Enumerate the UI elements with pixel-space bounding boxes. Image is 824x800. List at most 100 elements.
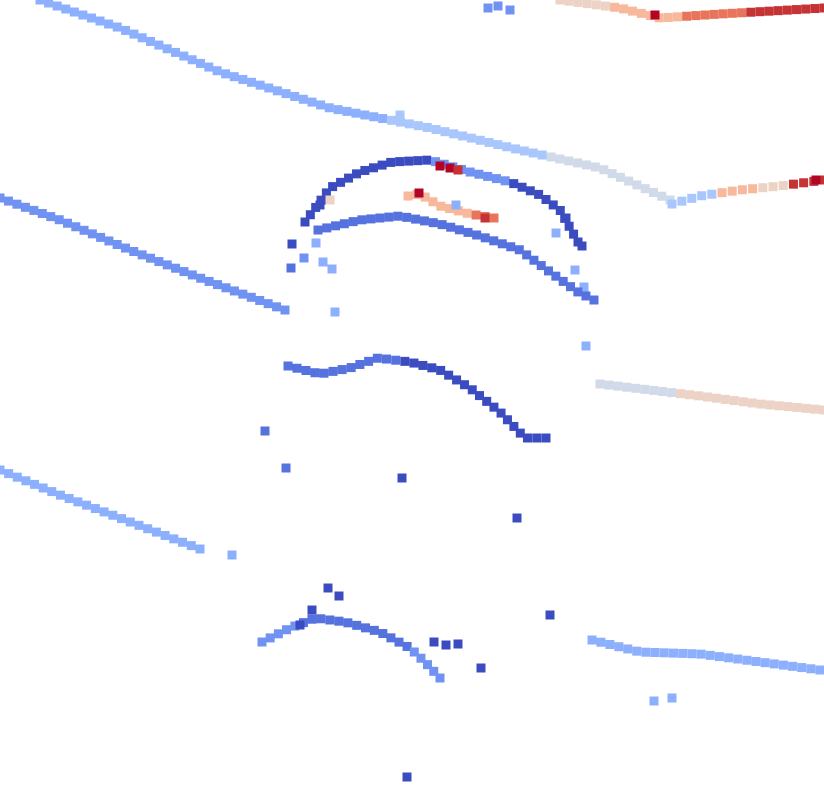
point-marker (360, 165, 370, 175)
point-marker (555, 154, 565, 164)
point-marker (819, 3, 824, 13)
point-marker (121, 25, 131, 35)
point-marker (727, 186, 737, 196)
point-marker (369, 112, 379, 122)
point-marker (334, 616, 344, 626)
point-marker (323, 583, 333, 593)
point-marker (482, 396, 492, 406)
point-marker (788, 179, 798, 189)
point-marker (108, 510, 118, 520)
point-marker (515, 428, 525, 438)
point-marker (29, 205, 39, 215)
point-marker (502, 415, 512, 425)
point-marker (514, 245, 524, 255)
point-marker (82, 500, 92, 510)
point-marker (696, 649, 706, 659)
point-marker (0, 193, 5, 203)
point-marker (0, 465, 5, 475)
point-marker (4, 469, 14, 479)
point-marker (334, 591, 344, 601)
point-marker (38, 483, 48, 493)
point-marker (316, 614, 326, 624)
point-marker (246, 292, 256, 302)
point-marker (429, 666, 439, 676)
point-marker (112, 22, 122, 32)
point-marker (301, 365, 311, 375)
point-marker (238, 289, 248, 299)
point-marker (472, 230, 482, 240)
point-marker (357, 215, 367, 225)
point-marker (96, 232, 106, 242)
point-marker (581, 341, 591, 351)
point-marker (321, 188, 331, 198)
point-marker (404, 119, 414, 129)
point-marker (331, 221, 341, 231)
point-marker (768, 182, 778, 192)
point-marker (529, 255, 539, 265)
point-marker (322, 223, 332, 233)
point-marker (195, 544, 205, 554)
point-marker (299, 253, 309, 263)
point-marker (427, 363, 437, 373)
point-marker (3, 196, 13, 206)
point-marker (416, 653, 426, 663)
point-marker (272, 86, 282, 96)
point-marker (663, 12, 673, 22)
point-marker (351, 108, 361, 118)
point-marker (154, 257, 164, 267)
point-marker (610, 2, 620, 12)
point-marker (12, 472, 22, 482)
point-marker (395, 110, 405, 120)
point-marker (162, 260, 172, 270)
point-marker (687, 193, 697, 203)
point-marker (815, 665, 824, 675)
point-marker (496, 408, 506, 418)
point-marker (368, 163, 378, 173)
point-marker (212, 66, 222, 76)
point-marker (607, 169, 617, 179)
point-marker (737, 8, 747, 18)
point-marker (590, 162, 600, 172)
point-marker (649, 385, 659, 395)
point-marker (445, 204, 455, 214)
point-marker (286, 263, 296, 273)
point-marker (64, 494, 74, 504)
point-marker (324, 103, 334, 113)
point-marker (229, 72, 239, 82)
point-marker (760, 658, 770, 668)
point-marker (310, 368, 320, 378)
point-marker (316, 100, 326, 110)
point-marker (343, 618, 353, 628)
point-marker (581, 291, 591, 301)
point-marker (352, 620, 362, 630)
point-marker (300, 217, 310, 227)
point-marker (453, 165, 463, 175)
point-marker (746, 7, 756, 17)
point-marker (555, 0, 565, 5)
point-marker (35, 0, 45, 5)
point-marker (748, 184, 758, 194)
point-marker (778, 181, 788, 191)
point-marker (386, 157, 396, 167)
point-marker (413, 156, 423, 166)
point-marker (517, 182, 527, 192)
point-marker (669, 648, 679, 658)
point-marker (640, 384, 650, 394)
point-marker (738, 397, 748, 407)
point-marker (414, 188, 424, 198)
point-marker (255, 295, 265, 305)
point-marker (614, 642, 624, 652)
point-marker (605, 639, 615, 649)
point-marker (400, 356, 410, 366)
point-marker (440, 127, 450, 137)
point-marker (705, 650, 715, 660)
point-marker (435, 161, 445, 171)
point-marker (99, 507, 109, 517)
point-marker (810, 4, 820, 14)
point-marker (717, 188, 727, 198)
point-marker (453, 639, 463, 649)
point-marker (247, 77, 257, 87)
point-marker (509, 421, 519, 431)
point-marker (403, 191, 413, 201)
point-marker (484, 137, 494, 147)
